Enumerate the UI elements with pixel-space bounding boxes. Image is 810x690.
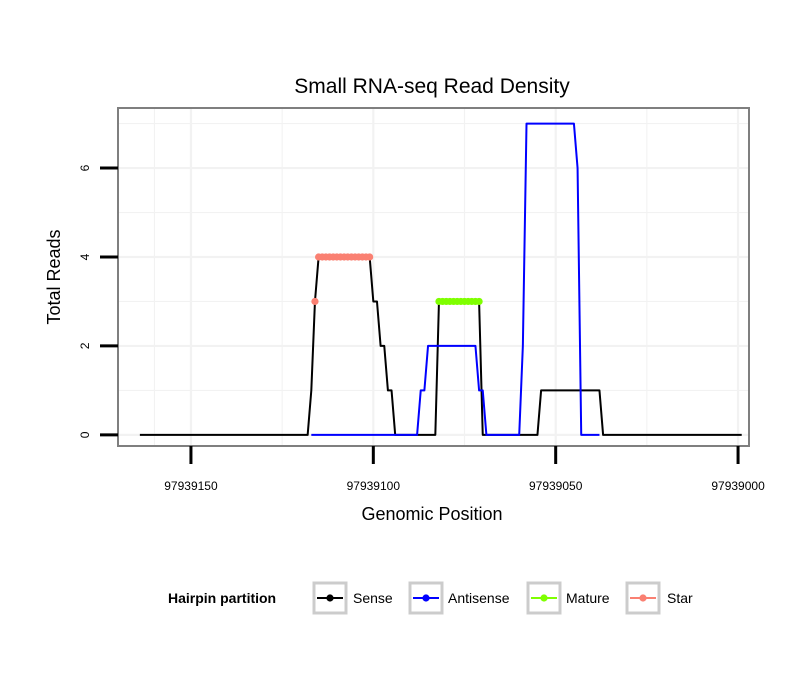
x-tick-label: 97939100 — [347, 479, 401, 493]
y-axis-title: Total Reads — [44, 229, 64, 324]
legend-label: Mature — [566, 590, 610, 606]
chart-title: Small RNA-seq Read Density — [294, 75, 570, 98]
legend-key-point — [639, 594, 647, 602]
x-tick-label: 97939000 — [711, 479, 765, 493]
y-tick-label: 6 — [78, 164, 92, 171]
legend-item-antisense: Antisense — [408, 581, 510, 615]
legend: Hairpin partition Sense Antisense Mature St… — [168, 581, 693, 615]
star-point — [311, 297, 319, 306]
y-axis: 0 2 4 6 — [78, 164, 118, 438]
y-tick-label: 2 — [78, 342, 92, 349]
series-layer — [139, 122, 742, 436]
antisense-line — [311, 122, 600, 436]
mature-point — [475, 297, 483, 306]
legend-item-mature: Mature — [526, 581, 610, 615]
star-point — [366, 253, 374, 261]
legend-item-sense: Sense — [312, 581, 393, 615]
legend-item-star: Star — [625, 581, 693, 615]
x-tick-label: 97939050 — [529, 479, 583, 493]
x-tick-label: 97939150 — [164, 479, 218, 493]
plot-panel-border — [117, 107, 750, 447]
y-tick-label: 0 — [78, 431, 92, 438]
legend-label: Antisense — [448, 590, 510, 606]
x-axis-title: Genomic Position — [361, 504, 502, 524]
y-tick-label: 4 — [78, 253, 92, 260]
legend-key-point — [326, 594, 334, 602]
x-axis: 97939150 97939100 97939050 97939000 — [164, 446, 765, 493]
legend-label: Sense — [353, 590, 393, 606]
sense-line — [139, 255, 742, 436]
legend-label: Star — [667, 590, 693, 606]
legend-key-point — [540, 594, 548, 602]
legend-title: Hairpin partition — [168, 590, 276, 606]
legend-key-point — [422, 594, 430, 602]
